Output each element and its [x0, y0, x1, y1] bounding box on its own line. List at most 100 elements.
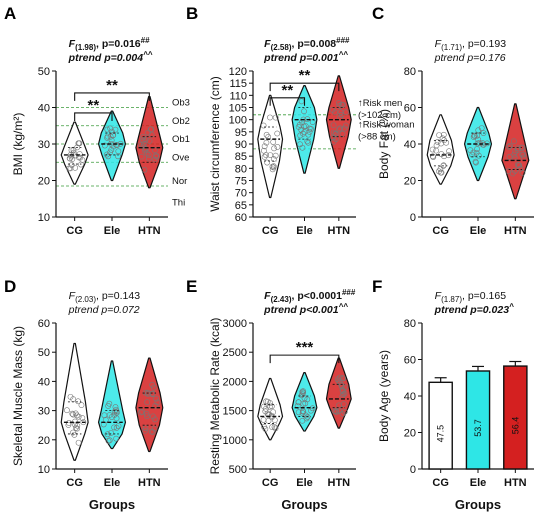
data-point [74, 144, 81, 151]
data-point [434, 139, 441, 145]
y-axis-label: Skeletal Muscle Mass (kg) [11, 326, 25, 466]
data-point [511, 138, 517, 145]
panel-letter: C [372, 4, 384, 23]
data-point [139, 408, 146, 415]
y-tick-label: 20 [404, 428, 416, 440]
y-tick-label: 105 [229, 103, 247, 115]
y-tick-label: 10 [38, 464, 50, 476]
panel-letter: B [186, 4, 198, 23]
panel-letter: E [186, 277, 197, 296]
data-point [69, 156, 76, 162]
data-point [141, 427, 148, 434]
data-point [474, 146, 480, 152]
data-point [73, 412, 80, 419]
stat-line-1: F(2.43), p<0.0001### [264, 288, 356, 304]
data-point [269, 163, 276, 170]
data-point [270, 156, 277, 162]
data-point [473, 149, 480, 156]
y-tick-label: 120 [229, 66, 247, 78]
y-tick-label: 85 [235, 151, 247, 163]
data-point [270, 163, 277, 170]
data-point [70, 411, 77, 418]
data-point [336, 126, 343, 133]
bar-value-label: 56.4 [510, 417, 520, 435]
y-tick-label: 75 [235, 176, 247, 188]
data-point [151, 425, 158, 432]
data-point [145, 151, 152, 158]
stat-p: , p=0.165 [462, 290, 506, 302]
stat-p: , p=0.008 [291, 38, 336, 50]
data-point [107, 125, 114, 132]
data-point [74, 425, 81, 432]
stat-f: F [435, 290, 442, 302]
data-point [80, 419, 87, 426]
reference-label: Thi [172, 197, 185, 208]
data-point [272, 114, 279, 121]
data-point [263, 139, 270, 146]
trend-text: ptrend p<0.001 [263, 304, 339, 316]
x-tick-label: HTN [504, 477, 527, 489]
data-point [341, 408, 348, 415]
y-tick-label: 50 [38, 347, 50, 359]
risk-annotation: (>102 cm) [358, 110, 401, 121]
x-tick-label: CG [66, 477, 83, 489]
data-point [299, 410, 306, 416]
data-point [110, 132, 116, 139]
data-point [440, 162, 447, 169]
data-point [475, 152, 482, 159]
stat-line-2: ptrend p=0.176 [434, 52, 506, 64]
significance-bracket [269, 97, 306, 106]
data-point [140, 140, 147, 147]
data-point [68, 147, 75, 154]
violin-ele [463, 106, 493, 182]
data-point [507, 143, 513, 149]
y-tick-label: 40 [404, 139, 416, 151]
y-tick-label: 0 [410, 464, 416, 476]
trend-sup: ^^ [143, 50, 153, 59]
y-tick-label: 2500 [223, 347, 247, 359]
data-point [151, 147, 158, 154]
significance-bracket [269, 354, 340, 364]
data-point [108, 430, 114, 436]
x-tick-label: HTN [138, 225, 161, 237]
y-tick-label: 80 [404, 318, 416, 330]
data-point [475, 127, 482, 134]
data-point [436, 132, 442, 138]
data-point [271, 417, 278, 424]
data-point [340, 388, 346, 394]
reference-label: Ob1 [172, 134, 190, 145]
significance-label: ** [106, 77, 118, 94]
data-point [506, 143, 513, 150]
data-point [108, 414, 115, 420]
data-point [338, 112, 345, 118]
violin-cg [426, 114, 455, 185]
y-tick-label: 50 [38, 66, 50, 78]
data-point [104, 133, 111, 140]
trend-text: ptrend p=0.001 [263, 52, 339, 64]
x-tick-label: Ele [296, 477, 313, 489]
data-point [144, 413, 150, 420]
data-point [437, 169, 444, 176]
data-point [433, 142, 440, 149]
risk-annotation: ↑Risk woman [358, 119, 415, 130]
stat-df: (2.03) [75, 295, 96, 304]
stat-line-1: F(1.98), p=0.016## [69, 36, 150, 52]
data-point [269, 166, 276, 173]
y-tick-label: 60 [404, 355, 416, 367]
data-point [101, 142, 108, 149]
stat-f: F [69, 290, 76, 302]
data-point [429, 153, 436, 160]
stat-p: , p=0.016 [96, 38, 141, 50]
data-point [74, 422, 81, 429]
significance-bracket [269, 82, 340, 92]
y-axis-label: BMI (kg/m²) [11, 113, 25, 176]
data-point [106, 437, 113, 444]
data-point [141, 166, 148, 173]
panel-b-waist: BF(2.58), p=0.008###ptrend p=0.001^^6065… [186, 4, 415, 237]
stat-f: F [264, 38, 271, 50]
data-point [329, 106, 336, 113]
significance-bracket [74, 112, 113, 121]
data-point [297, 141, 303, 148]
